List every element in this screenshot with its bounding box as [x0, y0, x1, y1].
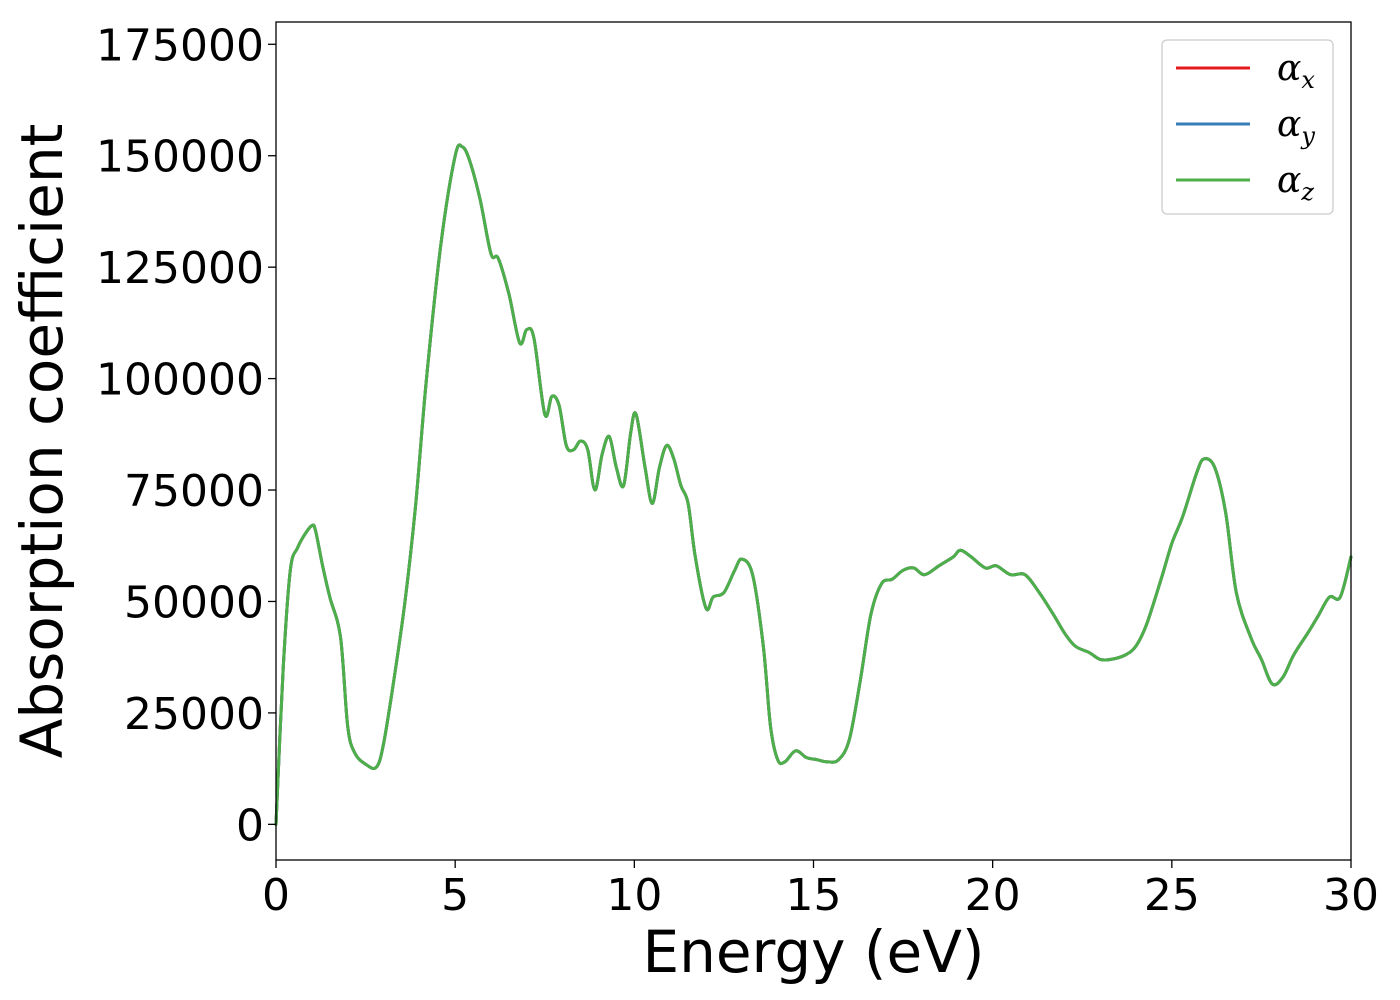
y-tick-label: 25000 [124, 689, 264, 740]
y-axis-title: Absorption coefficient [8, 124, 76, 759]
legend-box [1161, 39, 1334, 215]
legend-label-z: αz [1277, 160, 1314, 206]
y-tick-label: 125000 [96, 243, 264, 294]
y-tick-label: 150000 [96, 132, 264, 183]
legend: αx αy αz [1161, 39, 1334, 215]
legend-label-x: αx [1277, 48, 1315, 94]
x-axis-title: Energy (eV) [642, 918, 984, 986]
x-tick-label: 25 [1144, 870, 1200, 921]
y-tick-label: 175000 [96, 20, 264, 71]
x-tick-label: 20 [965, 870, 1021, 921]
x-tick-label: 10 [606, 870, 662, 921]
series-line-z [274, 143, 1353, 826]
series-layer [274, 143, 1353, 826]
x-tick-label: 5 [441, 870, 469, 921]
y-axis: 0 25000 50000 75000 100000 125000 150000 175000 [96, 20, 276, 851]
y-tick-label: 100000 [96, 355, 264, 406]
x-axis: 0 5 10 15 20 25 30 [262, 860, 1379, 921]
legend-label-y: αy [1277, 104, 1315, 150]
x-tick-label: 30 [1323, 870, 1379, 921]
y-tick-label: 0 [236, 800, 264, 851]
y-tick-label: 75000 [124, 466, 264, 517]
y-tick-label: 50000 [124, 577, 264, 628]
x-tick-label: 15 [786, 870, 842, 921]
x-tick-label: 0 [262, 870, 290, 921]
